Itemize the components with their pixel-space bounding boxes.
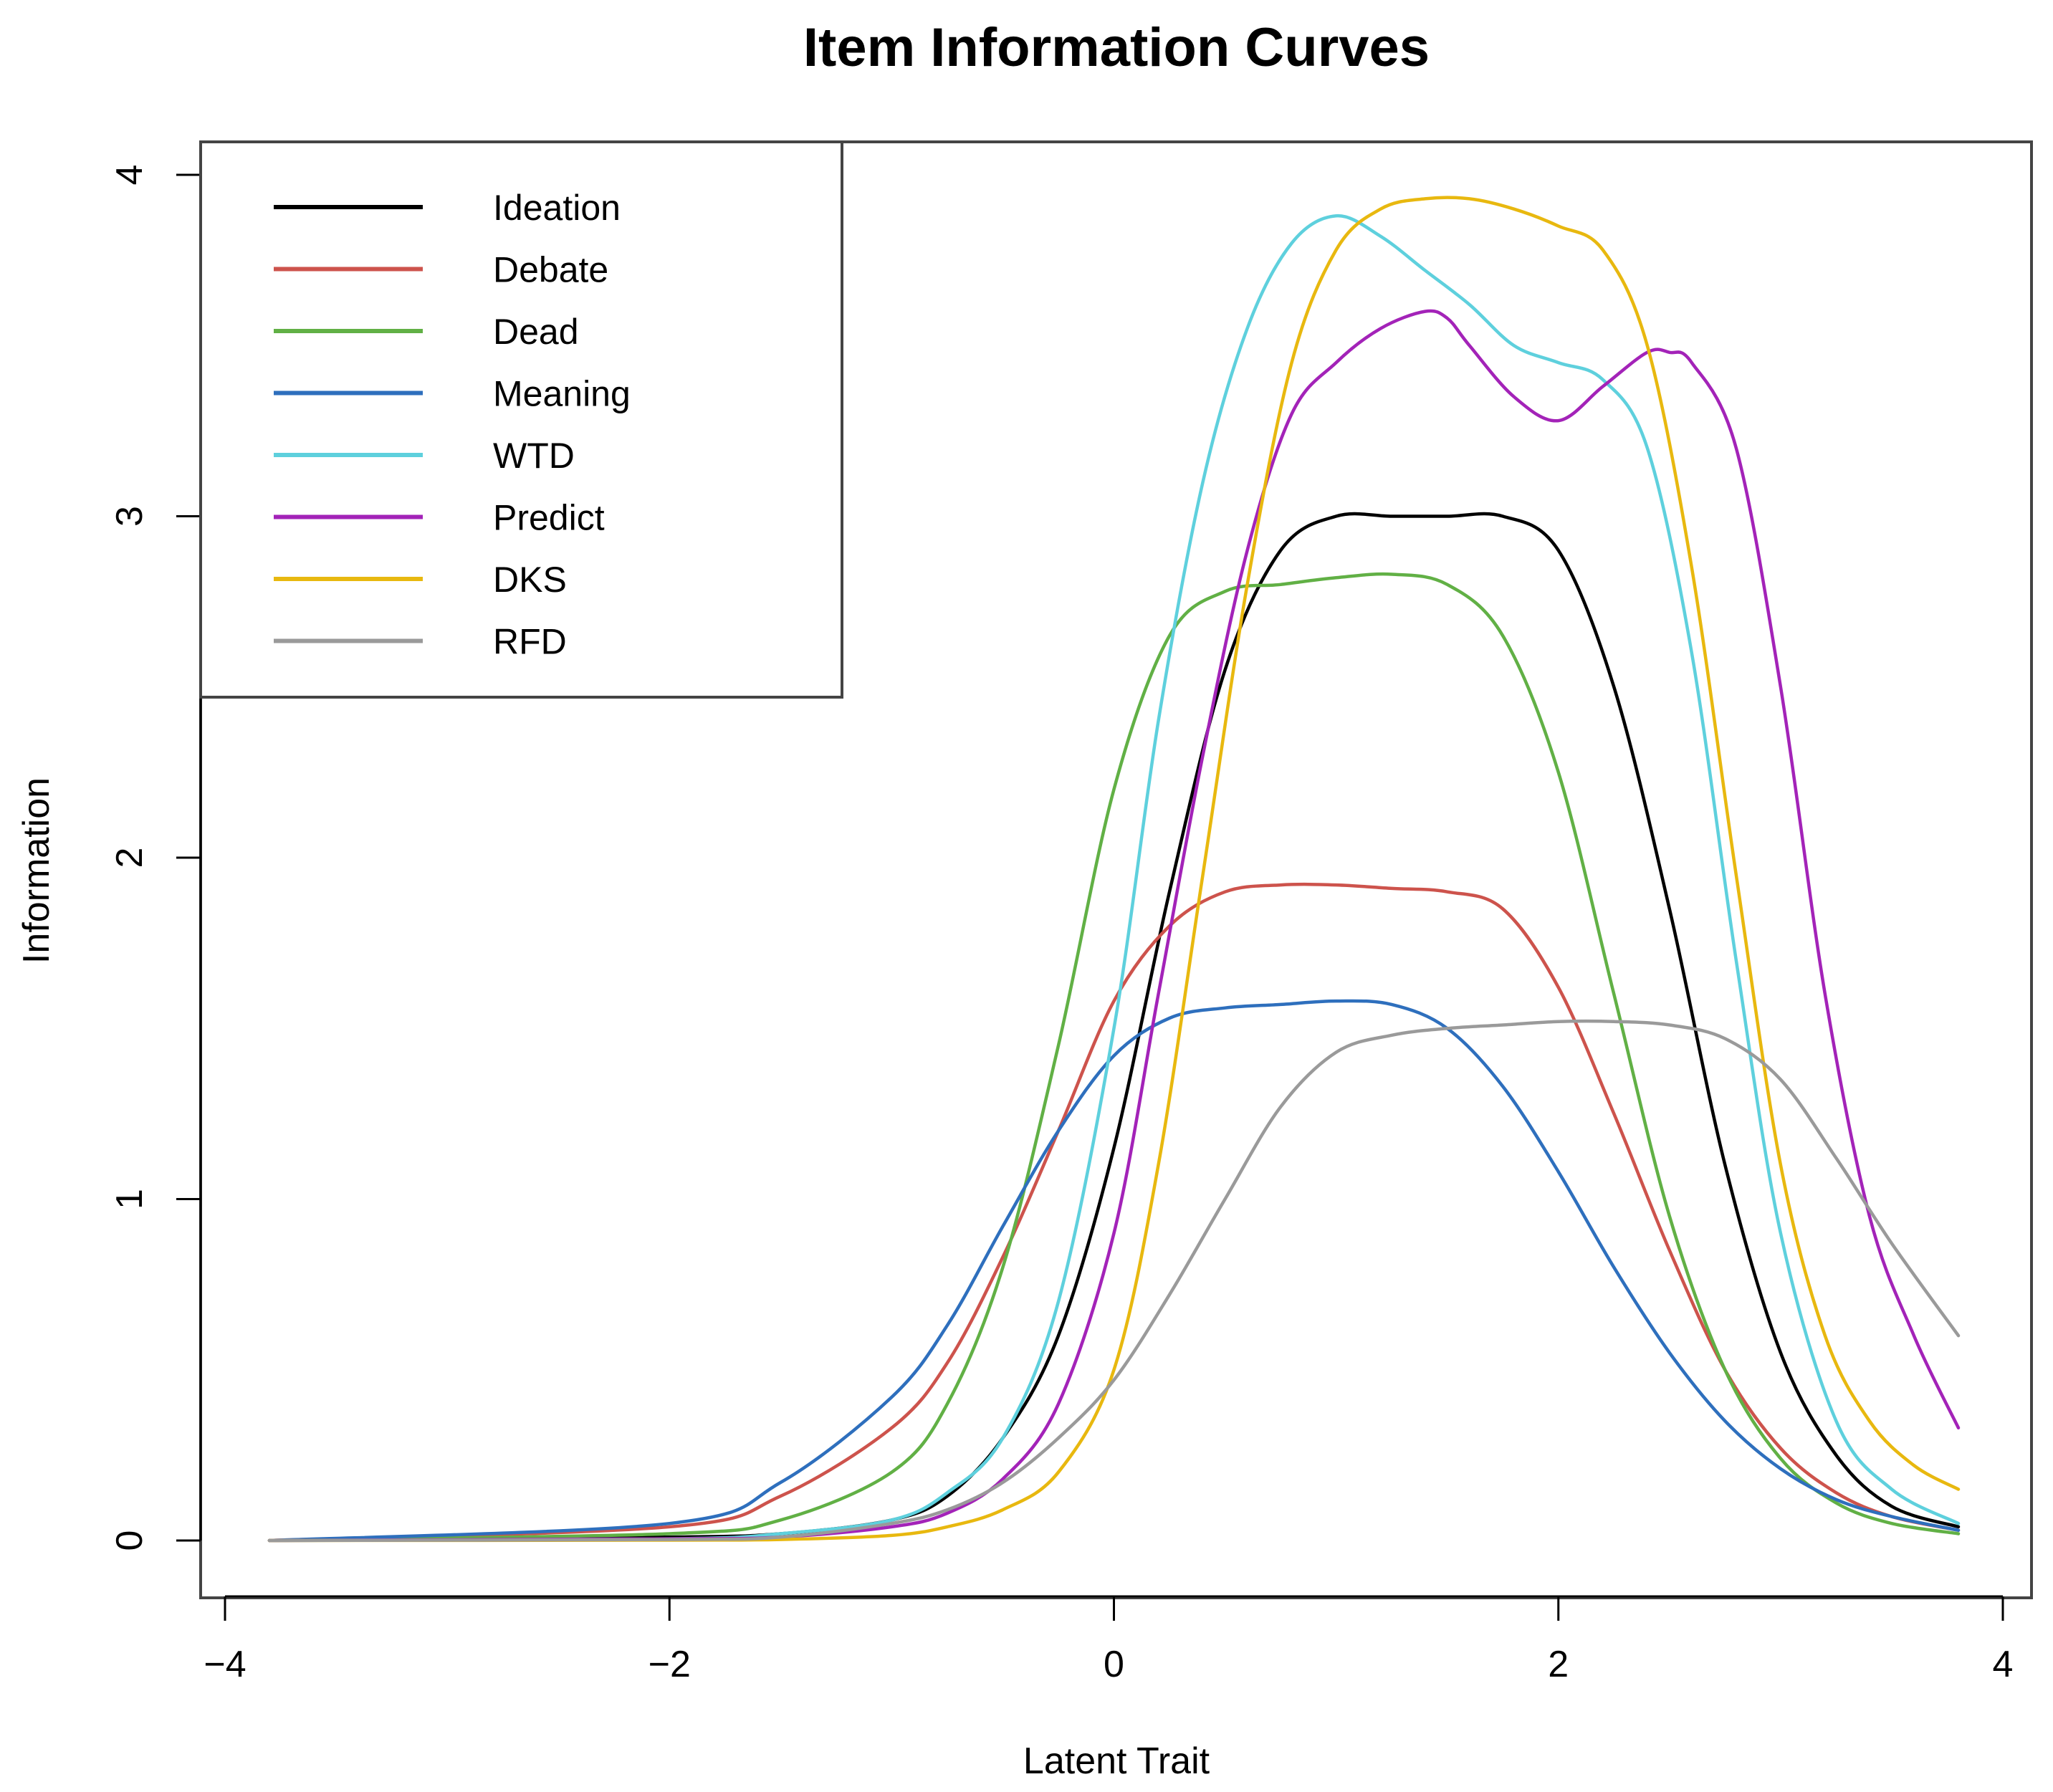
legend-label: RFD: [493, 622, 567, 662]
series-line-wtd: [267, 214, 1961, 1543]
x-axis-label: Latent Trait: [1023, 1740, 1210, 1782]
x-tick-label: −2: [649, 1644, 691, 1685]
x-tick-label: 4: [1993, 1644, 2014, 1685]
legend-label: DKS: [493, 560, 567, 600]
legend-box: [199, 140, 843, 699]
series-line-dead: [267, 572, 1961, 1543]
legend-label: Predict: [493, 498, 605, 538]
legend: Ideation Debate Dead Meaning WTD Predict DKS RF…: [199, 140, 843, 699]
legend-label: Meaning: [493, 374, 631, 414]
series-line-dks: [267, 196, 1961, 1543]
chart-title: Item Information Curves: [803, 17, 1430, 78]
x-axis: −4 −2 0 2 4: [204, 1595, 2014, 1685]
series-line-meaning: [267, 999, 1961, 1543]
series-line-predict: [267, 309, 1961, 1543]
legend-label: Dead: [493, 312, 579, 352]
legend-label: Debate: [493, 250, 608, 290]
series-line-debate: [267, 882, 1961, 1543]
y-tick-label: 1: [109, 1189, 150, 1209]
y-axis: 0 1 2 3 4: [109, 165, 202, 1551]
y-tick-label: 2: [109, 848, 150, 868]
x-tick-label: 2: [1548, 1644, 1569, 1685]
y-axis-label: Information: [16, 777, 57, 964]
y-tick-label: 4: [109, 165, 150, 186]
series-line-rfd: [267, 1019, 1961, 1543]
series-curves: [267, 196, 1961, 1543]
y-tick-label: 0: [109, 1530, 150, 1551]
y-tick-label: 3: [109, 506, 150, 527]
x-tick-label: −4: [204, 1644, 246, 1685]
x-tick-label: 0: [1104, 1644, 1124, 1685]
legend-label: WTD: [493, 436, 575, 476]
legend-label: Ideation: [493, 188, 621, 228]
